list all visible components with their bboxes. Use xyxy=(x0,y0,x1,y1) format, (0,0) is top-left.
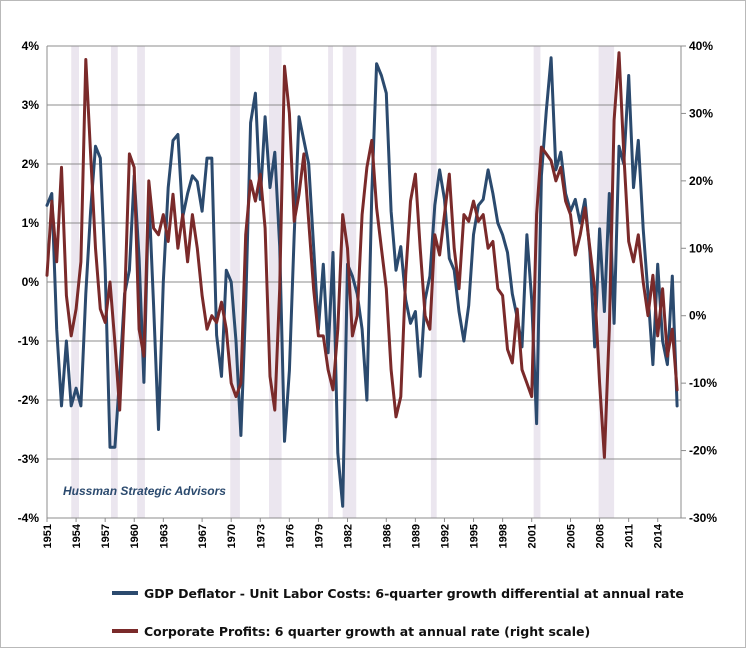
right-tick-label: 10% xyxy=(689,241,713,255)
series-lines xyxy=(45,51,679,508)
series-line-corporate-profits xyxy=(45,51,679,459)
right-tick-label: 40% xyxy=(689,39,713,53)
x-tick-label: 1960 xyxy=(129,524,141,548)
x-tick-label: 1989 xyxy=(410,524,422,548)
x-tick-label: 1979 xyxy=(313,524,325,548)
x-tick-label: 1963 xyxy=(158,524,170,548)
left-tick-label: 1% xyxy=(22,216,40,230)
legend-entry-gdp-deflator: GDP Deflator - Unit Labor Costs: 6-quart… xyxy=(112,583,684,603)
x-tick-label: 1998 xyxy=(498,524,510,548)
right-tick-label: 30% xyxy=(689,106,713,120)
x-tick-label: 1951 xyxy=(42,524,54,548)
x-tick-label: 1973 xyxy=(255,524,267,548)
x-tick-label: 2008 xyxy=(595,524,607,548)
left-tick-label: 0% xyxy=(22,275,40,289)
legend-label-gdp-deflator: GDP Deflator - Unit Labor Costs: 6-quart… xyxy=(144,585,684,601)
x-tick-label: 2011 xyxy=(624,524,636,548)
x-tick-label: 1986 xyxy=(381,524,393,548)
right-tick-label: -10% xyxy=(689,376,717,390)
legend-swatch-corporate-profits xyxy=(112,629,138,633)
x-tick-label: 1976 xyxy=(284,524,296,548)
series-line-gdp-deflator xyxy=(45,56,679,508)
source-annotation: Hussman Strategic Advisors xyxy=(63,484,226,498)
x-tick-label: 1995 xyxy=(469,524,481,548)
x-tick-label: 1992 xyxy=(439,524,451,548)
right-tick-label: 20% xyxy=(689,174,713,188)
x-tick-label: 2005 xyxy=(565,524,577,548)
right-tick-label: 0% xyxy=(689,309,707,323)
legend-entry-corporate-profits: Corporate Profits: 6 quarter growth at a… xyxy=(112,621,590,641)
x-tick-label: 2001 xyxy=(527,524,539,548)
left-tick-label: -1% xyxy=(18,334,40,348)
x-tick-label: 1967 xyxy=(197,524,209,548)
left-tick-label: -4% xyxy=(18,511,40,525)
left-tick-label: -3% xyxy=(18,452,40,466)
x-tick-label: 1957 xyxy=(100,524,112,548)
x-tick-label: 1970 xyxy=(226,524,238,548)
x-tick-label: 2014 xyxy=(653,523,665,548)
x-tick-label: 1954 xyxy=(71,523,83,548)
legend-swatch-gdp-deflator xyxy=(112,591,138,595)
right-tick-label: -30% xyxy=(689,511,717,525)
left-tick-label: 3% xyxy=(22,98,40,112)
axes: 4% 3% 2% 1% 0% -1% -2% -3% -4% 40% 30% 20% 10% 0% -10%… xyxy=(18,39,718,548)
left-tick-label: 4% xyxy=(22,39,40,53)
right-tick-label: -20% xyxy=(689,444,717,458)
legend-label-corporate-profits: Corporate Profits: 6 quarter growth at a… xyxy=(144,623,591,639)
x-tick-label: 1982 xyxy=(343,524,355,548)
left-tick-label: 2% xyxy=(22,157,40,171)
left-tick-label: -2% xyxy=(18,393,40,407)
